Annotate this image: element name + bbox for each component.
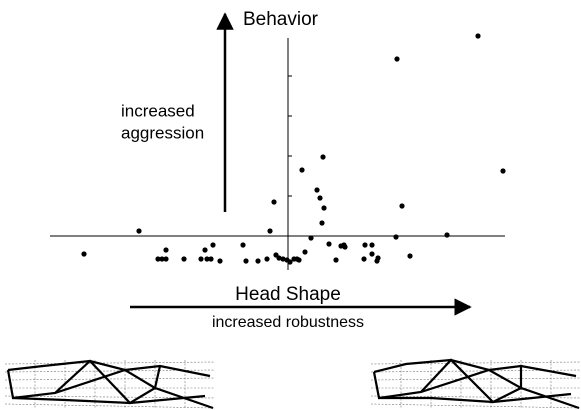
point: [136, 228, 142, 234]
point: [361, 256, 367, 262]
point: [299, 167, 305, 173]
point: [81, 251, 87, 257]
point: [202, 247, 208, 253]
point: [369, 242, 375, 248]
point: [159, 256, 165, 262]
point: [308, 235, 314, 241]
point: [399, 203, 405, 209]
point: [243, 258, 249, 264]
point: [210, 242, 216, 248]
head-shape-left: [4, 359, 216, 410]
point: [276, 255, 282, 261]
point: [255, 258, 261, 264]
point: [240, 242, 246, 248]
point: [394, 56, 400, 62]
point: [267, 228, 273, 234]
x-axis-label: Head Shape: [235, 284, 341, 305]
head-shape-right: [370, 358, 581, 410]
point: [475, 33, 481, 39]
point: [208, 256, 214, 262]
point: [333, 257, 339, 263]
point: [314, 187, 320, 193]
point: [319, 220, 325, 226]
y-annotation: increased: [121, 101, 195, 120]
point: [321, 205, 327, 211]
point: [407, 253, 413, 259]
point: [296, 257, 302, 263]
chart-title: Behavior: [243, 9, 319, 30]
point: [217, 258, 223, 264]
point: [342, 244, 348, 250]
point: [198, 256, 204, 262]
point: [375, 255, 381, 261]
x-annotation: increased robustness: [212, 314, 364, 331]
point: [320, 154, 326, 160]
point: [204, 256, 210, 262]
point: [271, 199, 277, 205]
point: [444, 232, 450, 238]
point: [500, 168, 506, 174]
point: [393, 234, 399, 240]
point: [163, 256, 169, 262]
point: [264, 256, 270, 262]
point: [181, 256, 187, 262]
point: [287, 259, 293, 265]
point: [317, 195, 323, 201]
point: [155, 256, 161, 262]
y-annotation: aggression: [121, 123, 204, 142]
point: [369, 251, 375, 257]
point: [302, 249, 308, 255]
point: [280, 256, 286, 262]
point: [362, 242, 368, 248]
point: [163, 247, 169, 253]
point: [326, 241, 332, 247]
